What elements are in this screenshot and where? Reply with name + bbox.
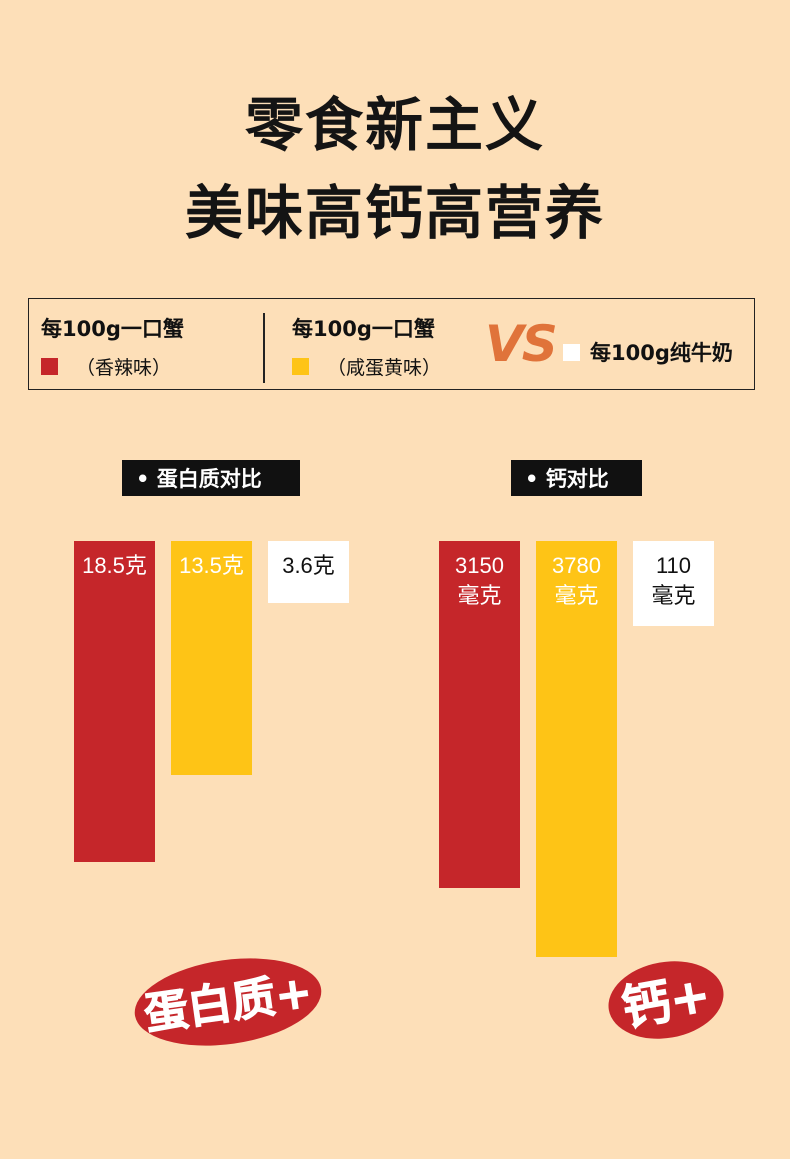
legend-divider	[263, 313, 265, 383]
bar-protein-chart-1	[171, 541, 252, 775]
legend-item-spicy-name: 每100g一口蟹	[41, 317, 184, 341]
bar-calcium-chart-2	[633, 541, 714, 626]
legend-swatch-yellow	[292, 358, 309, 375]
legend-box: 每100g一口蟹 （香辣味） 每100g一口蟹 （咸蛋黄味） VS 每100g纯…	[28, 298, 755, 390]
bar-label-calcium-chart-2: 110 毫克	[651, 553, 696, 608]
calcium-plus-stamp: 钙+	[608, 961, 724, 1039]
bar-protein-chart-0	[74, 541, 155, 862]
legend-item-spicy-sub: （香辣味）	[76, 357, 172, 379]
protein-plus-stamp: 蛋白质+	[134, 958, 322, 1046]
calcium-chart-tag: • 钙对比	[511, 460, 642, 496]
bar-label-protein-chart-0: 18.5克	[82, 553, 147, 578]
vs-label: VS	[485, 315, 558, 373]
title-line-1: 零食新主义	[244, 91, 545, 159]
bar-label-calcium-chart-1: 3780 毫克	[552, 553, 601, 608]
bar-protein-chart-2	[268, 541, 349, 603]
legend-swatch-red	[41, 358, 58, 375]
legend-item-yolk-sub: （咸蛋黄味）	[327, 357, 442, 379]
legend-item-spicy: 每100g一口蟹 （香辣味）	[41, 313, 184, 380]
bar-calcium-chart-1	[536, 541, 617, 957]
bar-label-protein-chart-2: 3.6克	[282, 553, 335, 578]
legend-item-yolk: 每100g一口蟹 （咸蛋黄味）	[292, 313, 441, 380]
protein-chart-tag: • 蛋白质对比	[122, 460, 300, 496]
bar-calcium-chart-0	[439, 541, 520, 888]
legend-swatch-white	[563, 343, 580, 361]
legend-item-milk-name: 每100g纯牛奶	[590, 341, 733, 365]
bar-label-protein-chart-1: 13.5克	[179, 553, 244, 578]
title-line-2: 美味高钙高营养	[184, 179, 605, 247]
legend-item-milk: 每100g纯牛奶	[563, 337, 733, 367]
bar-label-calcium-chart-0: 3150 毫克	[455, 553, 504, 608]
legend-item-yolk-name: 每100g一口蟹	[292, 317, 435, 341]
